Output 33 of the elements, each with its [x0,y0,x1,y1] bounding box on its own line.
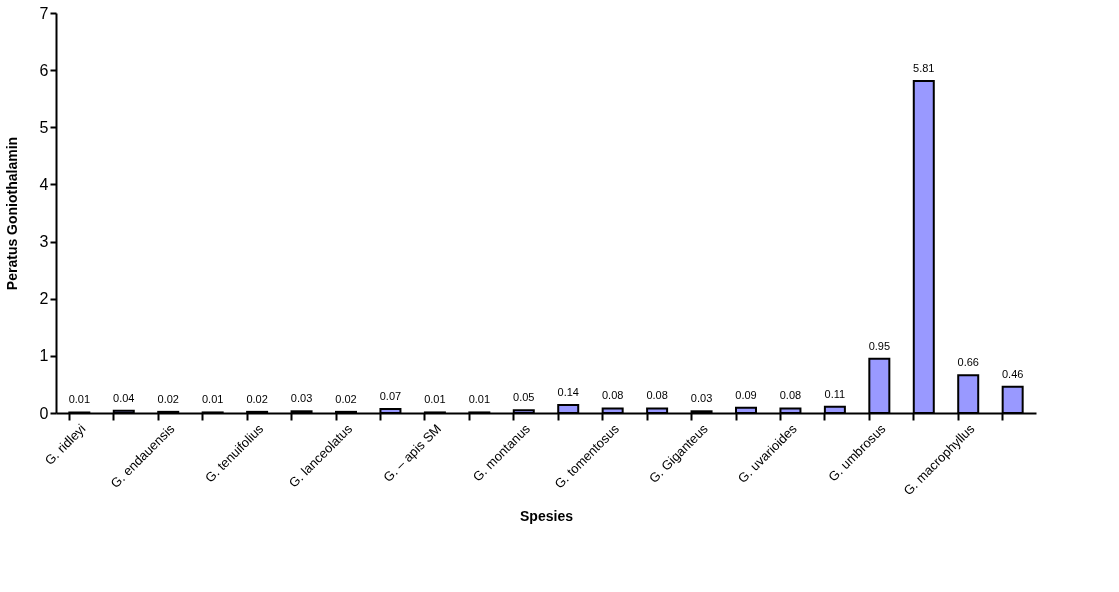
data-label: 0.08 [646,389,668,402]
data-label: 0.46 [1001,367,1024,380]
data-label: 0.09 [735,388,757,401]
y-tick-label: 0 [39,404,49,422]
data-label: 0.08 [601,389,624,402]
data-label: 0.02 [335,392,357,405]
x-tick-label: G. – apis SM [380,421,445,485]
data-label: 0.07 [379,390,402,402]
y-tick-label: 3 [39,233,49,251]
data-label: 0.02 [157,392,179,405]
data-label: 0.01 [68,393,91,406]
data-label: 0.03 [290,392,313,405]
y-tick-label: 6 [39,61,49,79]
data-label: 0.66 [957,356,979,369]
data-label: 0.03 [690,392,713,405]
data-label: 0.04 [113,391,135,404]
data-label: 0.95 [868,339,891,352]
y-tick-label: 1 [39,347,49,365]
data-label: 0.05 [513,391,535,404]
x-axis-title: Spesies [520,508,574,525]
data-label: 5.81 [913,62,935,74]
data-label: 0.02 [246,392,268,405]
data-label: 0.11 [824,387,846,400]
data-label: 0.01 [424,393,446,406]
y-tick-label: 4 [39,175,49,193]
y-tick-label: 5 [39,118,49,136]
data-label: 0.01 [468,393,491,406]
y-axis-title: Peratus Goniothalamin [3,136,20,291]
y-tick-label: 2 [39,290,49,308]
data-label: 0.01 [201,393,224,406]
data-label: 0.08 [779,389,802,402]
data-label: 0.14 [557,386,579,398]
y-tick-label: 7 [39,4,49,22]
